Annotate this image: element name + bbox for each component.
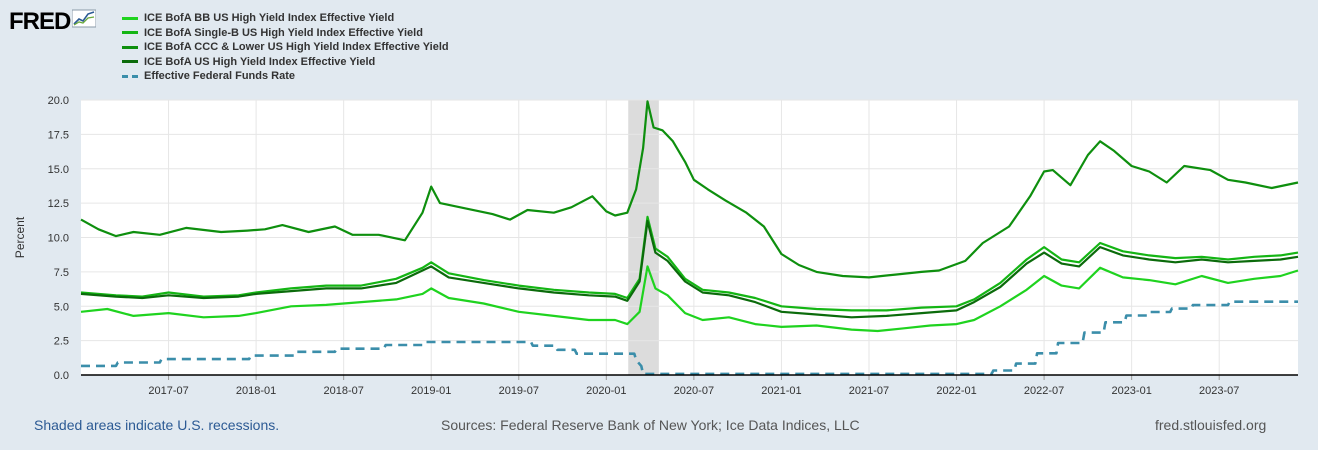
series-line (80, 215, 1299, 312)
series-line (80, 100, 1299, 279)
x-tick-label: 2018-07 (323, 385, 363, 397)
x-tick-label: 2021-07 (849, 385, 889, 397)
chart: 0.0 2.5 5.0 7.5 10.0 12.5 15.0 17.5 20.0 2017-07 2… (13, 95, 1299, 397)
legend-item[interactable]: Effective Federal Funds Rate (122, 69, 449, 84)
y-tick-label: 5.0 (54, 301, 69, 313)
legend-label: ICE BofA US High Yield Index Effective Y… (144, 55, 376, 68)
x-tick-label: 2017-07 (148, 385, 188, 397)
series-line (81, 300, 1298, 376)
y-tick-label: 17.5 (48, 129, 69, 141)
x-tick-label: 2019-07 (499, 385, 539, 397)
x-tick-label: 2018-01 (236, 385, 276, 397)
chart-legend: ICE BofA BB US High Yield Index Effectiv… (122, 11, 449, 84)
legend-label: ICE BofA BB US High Yield Index Effectiv… (144, 12, 395, 25)
x-tick-label: 2020-07 (674, 385, 714, 397)
legend-swatch (122, 45, 138, 49)
y-tick-label: 10.0 (48, 233, 69, 245)
legend-item[interactable]: ICE BofA BB US High Yield Index Effectiv… (122, 11, 449, 26)
y-tick-label: 0.0 (54, 370, 69, 382)
footer-sources: Sources: Federal Reserve Bank of New Yor… (441, 417, 860, 433)
x-tick-label: 2021-01 (761, 385, 801, 397)
y-tick-label: 7.5 (54, 267, 69, 279)
legend-label: ICE BofA Single-B US High Yield Index Ef… (144, 26, 423, 39)
y-tick-label: 2.5 (54, 336, 69, 348)
y-axis-label: Percent (13, 216, 27, 258)
x-tick-label: 2022-07 (1024, 385, 1064, 397)
y-tick-label: 20.0 (48, 95, 69, 107)
legend-item[interactable]: ICE BofA CCC & Lower US High Yield Index… (122, 40, 449, 55)
x-tick-label: 2020-01 (586, 385, 626, 397)
legend-swatch (122, 31, 138, 35)
footer-url[interactable]: fred.stlouisfed.org (1155, 417, 1267, 433)
x-tick-label: 2023-01 (1111, 385, 1151, 397)
legend-swatch (122, 74, 138, 78)
legend-swatch (122, 16, 138, 20)
fred-logo-text: FRED (9, 8, 71, 35)
footer-recession-note: Shaded areas indicate U.S. recessions. (34, 417, 280, 433)
x-tick-label: 2019-01 (411, 385, 451, 397)
series-line (80, 219, 1299, 319)
legend-item[interactable]: ICE BofA US High Yield Index Effective Y… (122, 55, 449, 70)
legend-swatch (122, 60, 138, 64)
legend-label: Effective Federal Funds Rate (144, 70, 295, 83)
x-tick-label: 2023-07 (1199, 385, 1239, 397)
y-tick-label: 12.5 (48, 198, 69, 210)
legend-label: ICE BofA CCC & Lower US High Yield Index… (144, 41, 449, 54)
x-tick-label: 2022-01 (936, 385, 976, 397)
series-line (80, 265, 1299, 333)
y-tick-label: 15.0 (48, 164, 69, 176)
legend-item[interactable]: ICE BofA Single-B US High Yield Index Ef… (122, 26, 449, 41)
